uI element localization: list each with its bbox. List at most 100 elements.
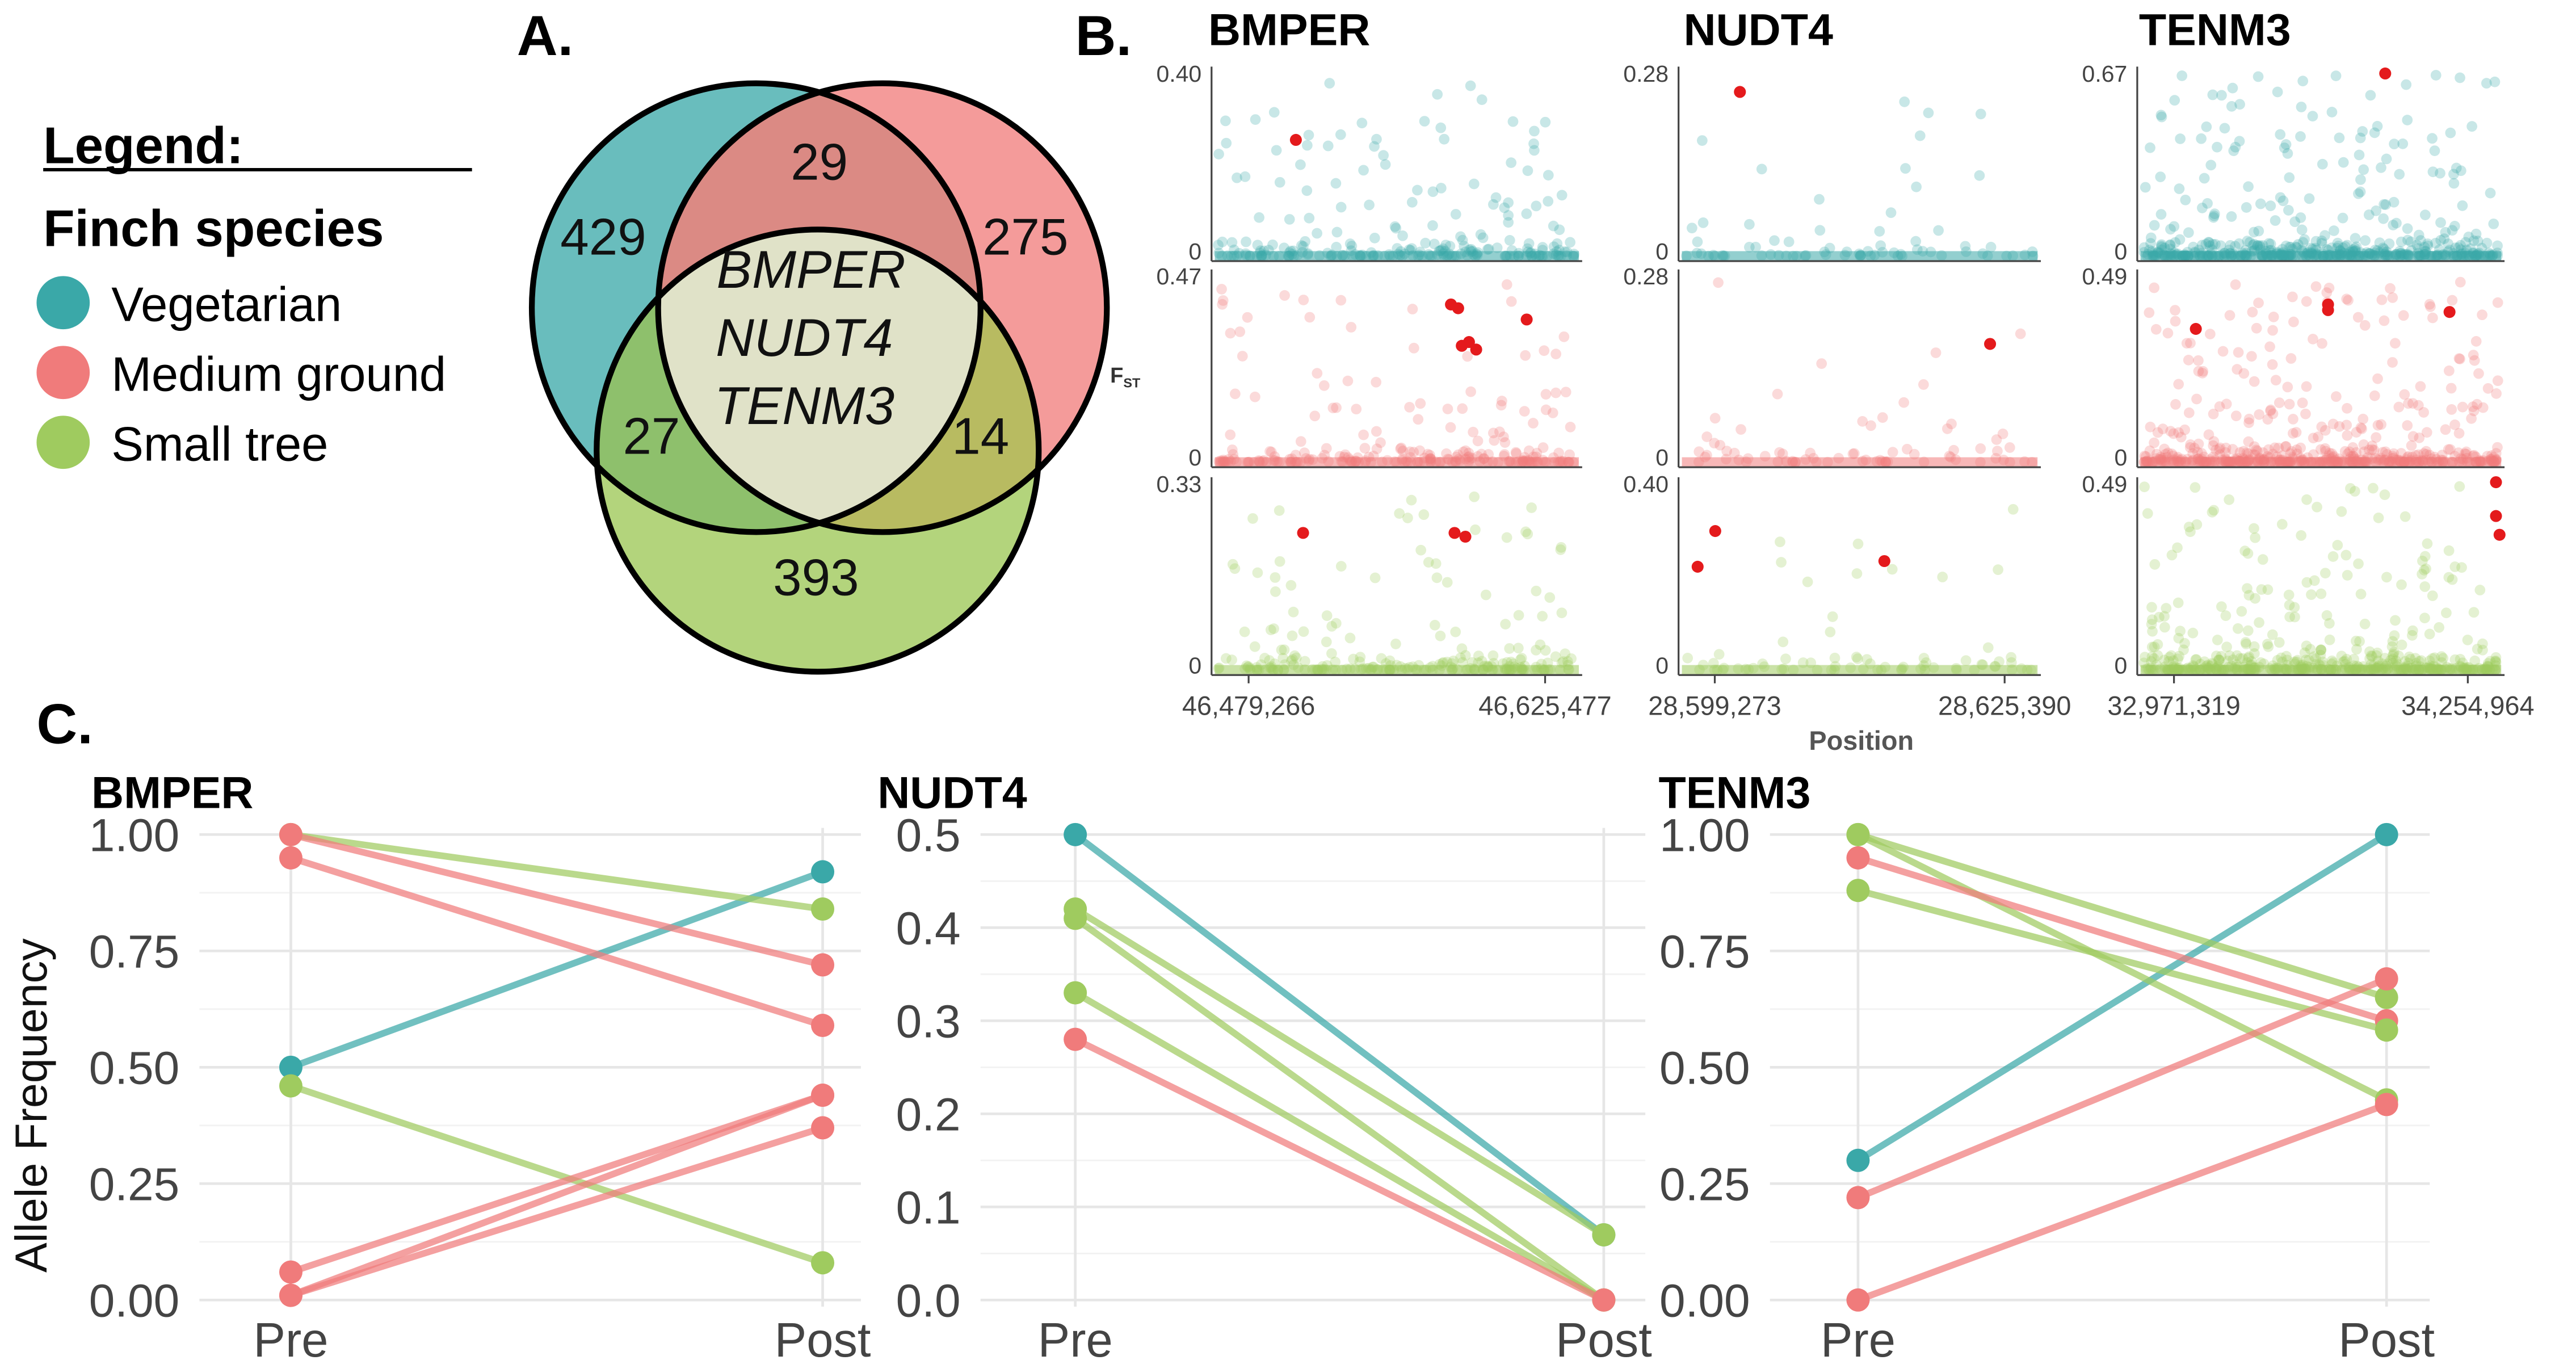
fst-point-tenm3-medium-ground xyxy=(2160,448,2171,460)
fst-point-bmper-medium-ground xyxy=(1217,299,1228,310)
fst-point-tenm3-medium-ground xyxy=(2152,427,2163,438)
fst-point-tenm3-medium-ground xyxy=(2247,449,2259,460)
fst-point-tenm3-small-tree xyxy=(2191,519,2203,530)
fst-point-bmper-vegetarian xyxy=(1440,240,1451,250)
fst-point-bmper-medium-ground xyxy=(1445,422,1456,433)
allele-ytick-label-bmper: 0.25 xyxy=(89,1159,180,1211)
fst-point-bmper-vegetarian xyxy=(1427,220,1438,231)
fst-point-bmper-medium-ground xyxy=(1279,290,1290,301)
fst-point-nudt4-vegetarian xyxy=(1911,181,1922,192)
fst-point-tenm3-medium-ground xyxy=(2339,446,2351,457)
fst-point-tenm3-small-tree xyxy=(2250,593,2261,604)
allele-point-post-tenm3-small-tree xyxy=(2375,985,2398,1009)
allele-ytick-label-tenm3: 1.00 xyxy=(1659,810,1750,862)
fst-point-nudt4-medium-ground xyxy=(1948,444,1959,456)
fst-point-tenm3-medium-ground xyxy=(2477,402,2489,413)
fst-point-bmper-medium-ground xyxy=(1497,396,1507,406)
fst-point-bmper-vegetarian xyxy=(1324,78,1335,89)
fst-point-bmper-medium-ground xyxy=(1499,437,1511,448)
fst-point-tenm3-small-tree xyxy=(2241,639,2252,650)
fst-point-tenm3-small-tree xyxy=(2309,575,2320,586)
fst-point-tenm3-medium-ground xyxy=(2166,448,2178,460)
fst-ytick-max-nudt4-small-tree: 0.40 xyxy=(1623,471,1669,497)
fst-point-tenm3-medium-ground xyxy=(2227,444,2238,455)
fst-point-bmper-medium-ground xyxy=(1463,447,1474,459)
fst-point-tenm3-small-tree xyxy=(2434,622,2445,633)
fst-point-tenm3-medium-ground xyxy=(2414,433,2425,443)
fst-baseline-band-bmper-vegetarian xyxy=(1215,251,1579,262)
fst-point-tenm3-medium-ground xyxy=(2446,404,2457,415)
allele-ytick-label-tenm3: 0.75 xyxy=(1659,926,1750,978)
fst-point-tenm3-small-tree xyxy=(2424,655,2435,666)
fst-point-tenm3-medium-ground xyxy=(2343,295,2354,306)
allele-point-pre-nudt4-small-tree xyxy=(1064,981,1087,1005)
fst-point-tenm3-medium-ground xyxy=(2288,316,2299,328)
allele-line-tenm3-small-tree xyxy=(1855,831,2390,1103)
fst-point-tenm3-medium-ground xyxy=(2280,441,2292,452)
fst-point-tenm3-small-tree xyxy=(2490,655,2501,666)
fst-point-bmper-vegetarian xyxy=(1330,178,1342,189)
fst-point-tenm3-vegetarian xyxy=(2463,232,2474,242)
fst-point-tenm3-small-tree xyxy=(2211,650,2222,662)
fst-point-tenm3-small-tree xyxy=(2372,647,2383,658)
fst-point-tenm3-vegetarian xyxy=(2413,229,2424,241)
fst-point-tenm3-small-tree xyxy=(2167,655,2179,666)
fst-point-bmper-vegetarian xyxy=(1392,243,1403,254)
fst-point-nudt4-vegetarian xyxy=(1960,241,1971,252)
fst-point-nudt4-medium-ground xyxy=(1909,448,1920,460)
fst-point-tenm3-medium-ground xyxy=(2196,448,2207,459)
fst-point-bmper-medium-ground xyxy=(1408,342,1419,354)
fst-point-tenm3-small-tree xyxy=(2183,522,2195,532)
fst-point-tenm3-medium-ground xyxy=(2189,443,2200,454)
fst-point-tenm3-vegetarian xyxy=(2188,241,2199,253)
fst-point-bmper-vegetarian xyxy=(1221,137,1232,149)
fst-point-tenm3-medium-ground xyxy=(2387,357,2398,368)
fst-point-tenm3-medium-ground xyxy=(2214,442,2226,454)
fst-point-tenm3-vegetarian xyxy=(2145,142,2155,153)
fst-point-tenm3-vegetarian xyxy=(2457,200,2468,211)
fst-point-tenm3-vegetarian xyxy=(2295,131,2306,142)
legend-label-medium-ground: Medium ground xyxy=(111,347,446,401)
fst-point-tenm3-vegetarian xyxy=(2333,241,2344,251)
fst-point-bmper-vegetarian xyxy=(1552,238,1563,249)
fst-point-bmper-medium-ground xyxy=(1495,400,1507,411)
fst-point-nudt4-vegetarian xyxy=(1814,225,1826,236)
fst-point-tenm3-medium-ground xyxy=(2447,295,2458,306)
fst-point-tenm3-vegetarian xyxy=(2394,169,2405,180)
fst-ytick-max-tenm3-small-tree: 0.49 xyxy=(2082,471,2128,497)
fst-point-tenm3-vegetarian xyxy=(2360,235,2371,246)
fst-point-nudt4-small-tree xyxy=(1918,653,1930,664)
fst-point-bmper-vegetarian xyxy=(1389,221,1401,232)
fst-point-tenm3-small-tree xyxy=(2472,644,2483,654)
fst-point-bmper-vegetarian xyxy=(1543,170,1554,181)
fst-point-tenm3-medium-ground xyxy=(2381,449,2393,460)
allele-ytick-label-nudt4: 0.4 xyxy=(896,903,961,955)
allele-point-pre-bmper-small-tree xyxy=(279,1074,302,1098)
fst-point-tenm3-small-tree xyxy=(2199,656,2210,668)
fst-point-bmper-medium-ground xyxy=(1531,447,1543,459)
fst-point-bmper-medium-ground xyxy=(1510,447,1522,458)
fst-point-nudt4-medium-ground xyxy=(1887,447,1898,457)
fst-point-tenm3-medium-ground xyxy=(2285,448,2296,459)
fst-point-bmper-medium-ground xyxy=(1457,403,1468,414)
fst-point-bmper-small-tree xyxy=(1390,639,1401,649)
fst-point-tenm3-vegetarian xyxy=(2196,133,2207,144)
fst-point-bmper-small-tree xyxy=(1558,656,1569,667)
fst-point-bmper-small-tree xyxy=(1537,611,1548,622)
fst-point-bmper-small-tree xyxy=(1369,572,1381,584)
allele-line-bmper-medium-ground xyxy=(287,1124,826,1299)
venn-center-gene-nudt4: NUDT4 xyxy=(716,308,893,367)
fst-point-bmper-medium-ground xyxy=(1225,429,1236,440)
fst-point-bmper-small-tree xyxy=(1354,656,1365,668)
fst-point-bmper-small-tree xyxy=(1268,623,1279,634)
fst-point-tenm3-vegetarian xyxy=(2358,164,2369,175)
fst-point-bmper-medium-ground xyxy=(1371,376,1382,388)
allele-xtick-label-nudt4: Pre xyxy=(1038,1313,1113,1360)
fst-point-tenm3-vegetarian xyxy=(2316,235,2327,246)
fst-point-tenm3-medium-ground xyxy=(2473,368,2484,379)
fst-point-tenm3-small-tree xyxy=(2443,572,2455,583)
fst-point-nudt4-medium-ground xyxy=(1865,420,1876,431)
allele-point-post-bmper-medium-ground xyxy=(811,1116,835,1140)
fst-point-tenm3-medium-ground xyxy=(2371,432,2382,443)
fst-highlight-point-bmper-medium-ground xyxy=(1452,302,1464,314)
